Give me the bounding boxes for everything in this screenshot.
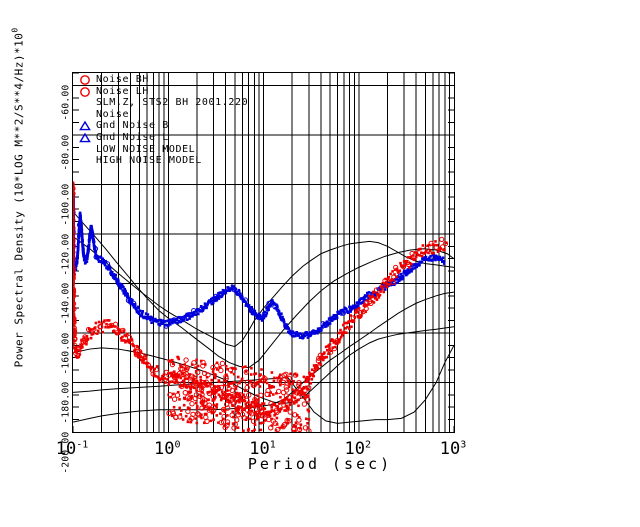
y-tick-label: -80.00 <box>6 129 72 170</box>
legend-item: Noise <box>74 109 248 121</box>
legend-item: LOW NOISE MODEL <box>74 144 248 156</box>
x-tick-exponent: 3 <box>460 439 467 451</box>
legend-symbol-triangle-icon <box>74 132 96 144</box>
legend-item: SLM.Z, STS2 BH 2001.220 <box>74 97 248 109</box>
y-tick-value: -180.00 <box>60 381 72 425</box>
legend-item: Gnd Noise L <box>74 132 248 144</box>
y-tick-label: -140.00 <box>6 277 72 325</box>
x-tick-label: 100 <box>154 439 181 459</box>
x-axis-title: Period (sec) <box>247 455 393 473</box>
legend-symbol-circle-icon <box>74 74 96 86</box>
legend-label: Gnd Noise L <box>96 131 169 143</box>
y-tick-value: -60.00 <box>60 84 72 121</box>
plot-area <box>72 72 455 433</box>
y-tick-label: -200.00 <box>6 426 72 474</box>
x-tick-mantissa: 10 <box>153 439 175 459</box>
x-tick-mantissa: 10 <box>439 439 461 459</box>
x-tick-mantissa: 10 <box>55 439 77 459</box>
x-tick-exponent: -1 <box>76 439 89 451</box>
legend-label: Noise BH <box>96 74 149 85</box>
y-tick-value: -160.00 <box>60 332 72 375</box>
legend-item: Gnd Noise B <box>74 120 248 132</box>
y-tick-value: -100.00 <box>60 183 72 227</box>
chart-page: Power Spectral Density (10*LOG M**2/S**4… <box>0 0 467 474</box>
legend-label: HIGH NOISE MODEL <box>96 155 202 167</box>
legend-symbol-none-icon <box>74 109 96 121</box>
y-tick-value: -80.00 <box>60 134 72 171</box>
y-axis-exponent: *10 <box>12 32 26 54</box>
x-tick-exponent: 0 <box>174 439 181 451</box>
x-tick-label: 103 <box>440 439 467 459</box>
legend-item: HIGH NOISE MODEL <box>74 155 248 167</box>
x-tick-label: 102 <box>344 439 371 459</box>
legend-label: Gnd Noise B <box>96 120 169 132</box>
legend-symbol-circle-icon <box>74 86 96 98</box>
x-tick-mantissa: 10 <box>344 439 365 459</box>
legend-label: Noise <box>96 108 130 120</box>
legend-symbol-triangle-icon <box>74 120 96 132</box>
legend-label: Noise LH <box>96 85 149 97</box>
legend-symbol-none-icon <box>74 97 96 109</box>
y-tick-value: -120.00 <box>60 233 72 276</box>
y-tick-label: -60.00 <box>6 79 72 121</box>
legend-symbol-none-icon <box>74 155 96 167</box>
x-tick-mantissa: 10 <box>249 439 270 459</box>
legend-item: Noise BH <box>74 74 248 86</box>
x-tick-label: 101 <box>249 439 276 459</box>
chart-legend: Noise BH Noise LH SLM.Z, STS2 BH 2001.220 N… <box>74 74 248 167</box>
legend-symbol-none-icon <box>74 144 96 156</box>
y-axis-title-wrap: Power Spectral Density (10*LOG M**2/S**4… <box>0 0 26 367</box>
y-axis-exponent-sup: 0 <box>10 27 20 33</box>
x-tick-label: 10-1 <box>56 439 89 459</box>
y-tick-label: -160.00 <box>6 327 72 374</box>
y-tick-label: -120.00 <box>6 228 72 275</box>
data-layer <box>73 181 454 432</box>
x-tick-exponent: 2 <box>364 439 372 451</box>
legend-item: Noise LH <box>74 86 248 98</box>
y-tick-label: -180.00 <box>6 376 72 424</box>
y-tick-value: -140.00 <box>60 282 72 326</box>
x-tick-exponent: 1 <box>269 439 276 451</box>
legend-label: LOW NOISE MODEL <box>96 143 196 155</box>
legend-label: SLM.Z, STS2 BH 2001.220 <box>96 97 249 109</box>
y-axis-title-text: Power Spectral Density (10*LOG M**2/S**4… <box>12 53 26 368</box>
y-tick-label: -100.00 <box>6 178 72 226</box>
